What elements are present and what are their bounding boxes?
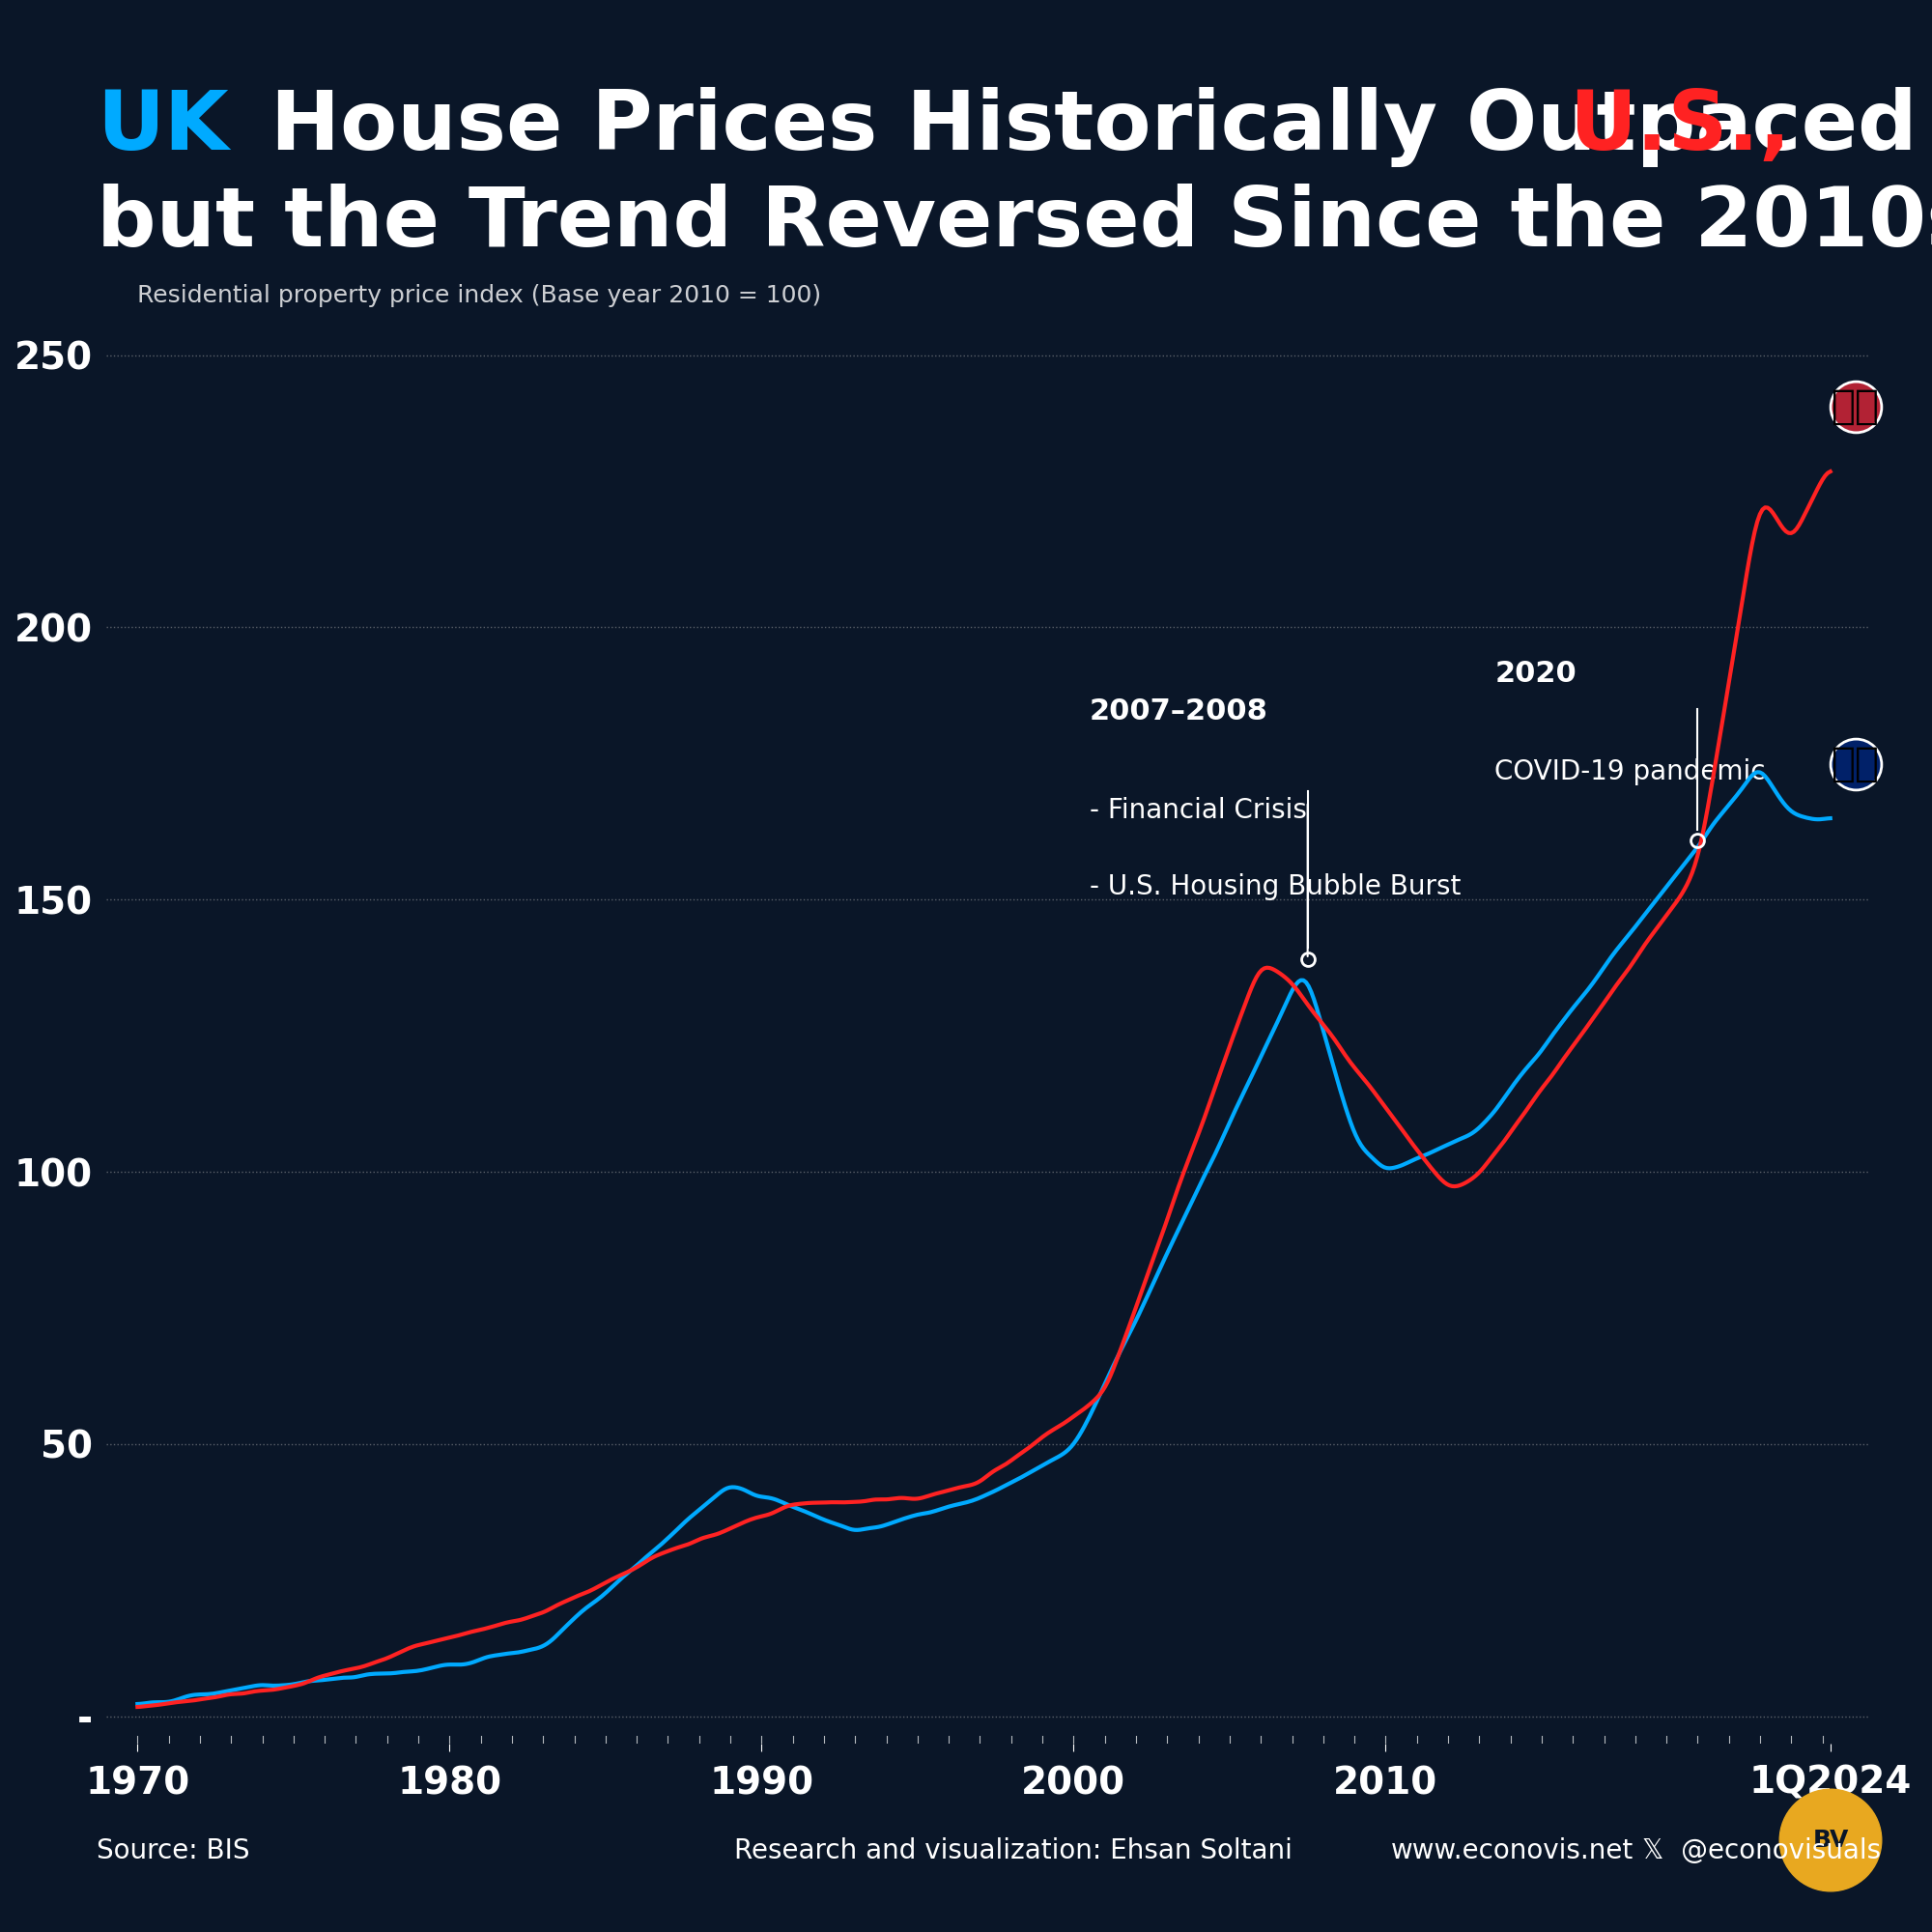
Text: BV: BV <box>1812 1828 1849 1851</box>
Circle shape <box>1779 1789 1882 1891</box>
Text: but the Trend Reversed Since the 2010s: but the Trend Reversed Since the 2010s <box>97 184 1932 263</box>
Text: www.econovis.net: www.econovis.net <box>1391 1837 1634 1864</box>
Text: Residential property price index (Base year 2010 = 100): Residential property price index (Base y… <box>137 284 821 307</box>
Text: 🇬🇧: 🇬🇧 <box>1832 744 1880 784</box>
Text: UK: UK <box>97 87 228 168</box>
Text: - U.S. Housing Bubble Burst: - U.S. Housing Bubble Burst <box>1090 873 1461 900</box>
Text: Source: BIS: Source: BIS <box>97 1837 249 1864</box>
Text: - Financial Crisis: - Financial Crisis <box>1090 796 1306 823</box>
Text: House Prices Historically Outpaced the: House Prices Historically Outpaced the <box>242 87 1932 168</box>
Text: COVID-19 pandemic: COVID-19 pandemic <box>1495 759 1766 786</box>
Text: U.S.,: U.S., <box>1569 87 1791 168</box>
Text: 🇺🇸: 🇺🇸 <box>1832 386 1880 427</box>
Text: 2007–2008: 2007–2008 <box>1090 697 1267 726</box>
Text: Research and visualization: Ehsan Soltani: Research and visualization: Ehsan Soltan… <box>734 1837 1293 1864</box>
Text: 𝕏  @econovisuals: 𝕏 @econovisuals <box>1642 1837 1882 1864</box>
Text: 2020: 2020 <box>1495 659 1577 688</box>
